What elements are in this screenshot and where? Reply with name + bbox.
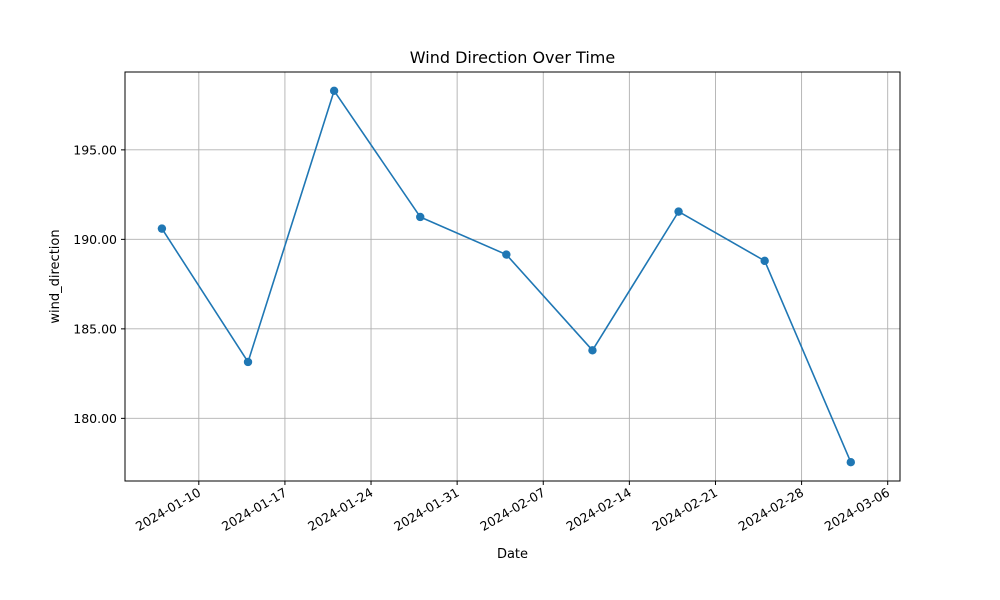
y-tick-label: 195.00 [73, 142, 117, 157]
x-tick-label: 2024-01-24 [305, 485, 375, 534]
y-tick-label: 190.00 [73, 232, 117, 247]
data-point [416, 212, 425, 222]
x-tick-label: 2024-02-21 [650, 485, 720, 534]
grid [125, 72, 900, 481]
x-tick-label: 2024-01-10 [133, 485, 203, 534]
x-tick-label: 2024-02-28 [736, 485, 806, 534]
x-tick-label: 2024-01-17 [219, 485, 289, 534]
plot-frame [124, 71, 901, 482]
data-point [329, 86, 339, 95]
x-ticks: 2024-01-10 2024-01-17 2024-01-24 2024-01-31… [133, 481, 892, 534]
data-point [502, 250, 511, 259]
y-tick-label: 180.00 [73, 411, 117, 426]
x-tick-label: 2024-02-14 [563, 485, 633, 534]
x-tick-label: 2024-02-07 [477, 485, 547, 534]
y-ticks: 180.00 185.00 190.00 195.00 [73, 142, 125, 426]
data-point [157, 224, 167, 233]
series-line [161, 89, 852, 463]
data-point [674, 207, 683, 216]
series-line-layer [157, 86, 855, 467]
data-point [846, 458, 855, 467]
y-tick-label: 185.00 [73, 321, 117, 336]
data-point [588, 346, 597, 355]
x-tick-label: 2024-01-31 [391, 485, 461, 534]
x-tick-label: 2024-03-06 [822, 485, 892, 534]
data-point [243, 357, 253, 367]
x-axis-label: Date [497, 547, 528, 562]
y-axis-label: wind_direction [48, 229, 63, 323]
data-point [760, 256, 769, 266]
chart-title: Wind Direction Over Time [410, 48, 615, 67]
